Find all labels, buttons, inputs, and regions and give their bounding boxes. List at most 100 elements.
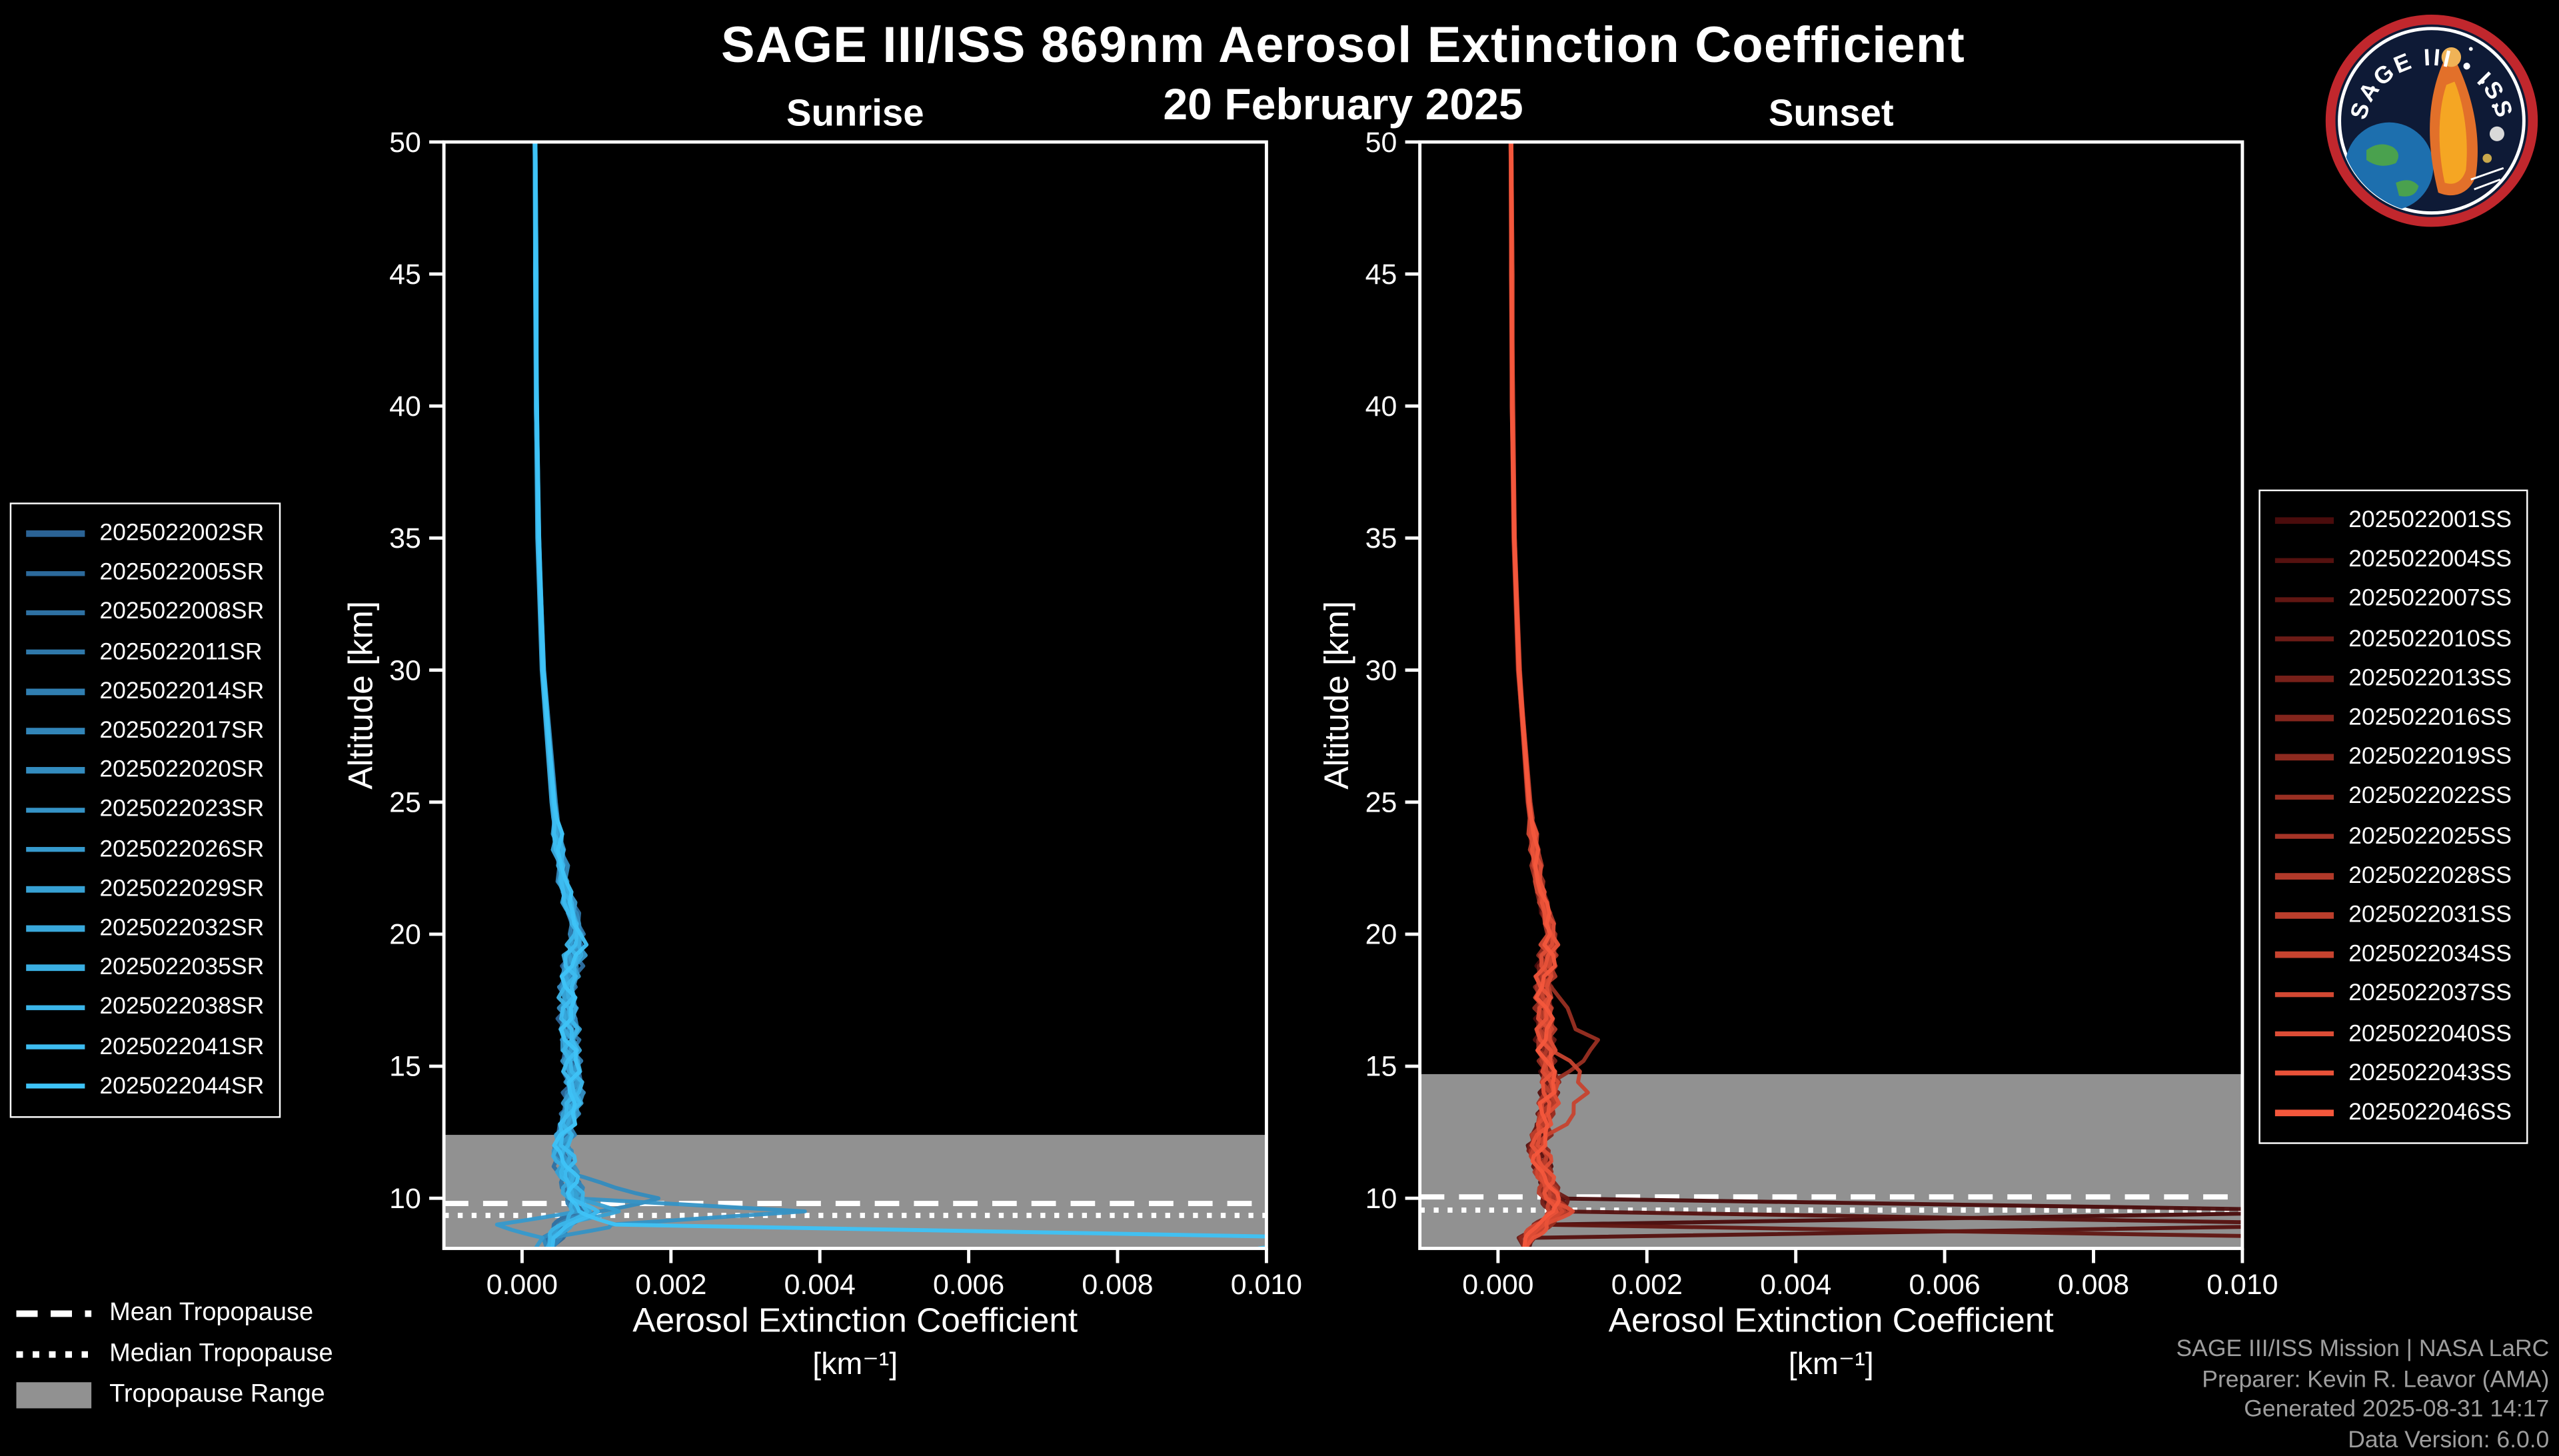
- legend-swatch: [2274, 636, 2334, 642]
- legend-item: 2025022041SR: [26, 1027, 264, 1066]
- tropopause-range-label: Tropopause Range: [109, 1379, 325, 1408]
- legend-swatch: [2274, 754, 2334, 761]
- tropopause-range-legend-item: Tropopause Range: [16, 1374, 333, 1415]
- y-tick-label: 25: [389, 786, 421, 818]
- logo-earth-land: [2396, 180, 2419, 197]
- legend-item: 2025022014SR: [26, 672, 264, 711]
- credits-preparer: Preparer: Kevin R. Leavor (AMA): [2202, 1367, 2550, 1393]
- legend-label: 2025022011SR: [99, 639, 263, 666]
- legend-label: 2025022013SS: [2348, 665, 2512, 692]
- legend-label: 2025022004SS: [2348, 547, 2512, 574]
- legend-item: 2025022029SR: [26, 870, 264, 909]
- logo-iss-sketch: [2474, 179, 2501, 191]
- legend-item: 2025022020SR: [26, 751, 264, 790]
- legend-label: 2025022043SS: [2348, 1060, 2512, 1087]
- legend-swatch: [2274, 834, 2334, 840]
- legend-item: 2025022002SR: [26, 514, 264, 553]
- y-tick-label: 40: [389, 390, 421, 422]
- legend-label: 2025022034SS: [2348, 942, 2512, 968]
- legend-item: 2025022005SR: [26, 554, 264, 593]
- y-tick-label: 35: [389, 522, 421, 554]
- legend-label: 2025022008SR: [99, 599, 265, 626]
- figure-date: 20 February 2025: [1163, 80, 1523, 129]
- legend-item: 2025022013SS: [2274, 659, 2512, 698]
- y-tick-label: 15: [389, 1051, 421, 1083]
- legend-swatch: [2274, 1031, 2334, 1037]
- legend-item: 2025022046SS: [2274, 1093, 2512, 1132]
- legend-swatch: [26, 1004, 85, 1011]
- x-tick-label: 0.000: [486, 1269, 558, 1301]
- legend-item: 2025022038SR: [26, 988, 264, 1027]
- legend-item: 2025022004SS: [2274, 540, 2512, 580]
- sunrise-x-axis-label: Aerosol Extinction Coefficient [km⁻¹]: [444, 1299, 1266, 1387]
- sunrise-legend-rows: 2025022002SR 2025022005SR 2025022008SR 2025…: [26, 514, 264, 1106]
- legend-label: 2025022022SS: [2348, 784, 2512, 810]
- median-tropopause-label: Median Tropopause: [109, 1339, 333, 1367]
- sunset-panel-title: Sunset: [1768, 91, 1894, 134]
- x-tick-label: 0.004: [784, 1269, 856, 1301]
- logo-star: [2492, 104, 2496, 109]
- legend-item: 2025022025SS: [2274, 817, 2512, 856]
- legend-swatch: [2274, 1070, 2334, 1077]
- sunset-legend: 2025022001SS 2025022004SS 2025022007SS 2025…: [2258, 489, 2528, 1144]
- y-tick-label: 30: [389, 654, 421, 686]
- legend-label: 2025022046SS: [2348, 1099, 2512, 1126]
- legend-label: 2025022037SS: [2348, 981, 2512, 1008]
- legend-item: 2025022031SS: [2274, 896, 2512, 935]
- x-tick-label: 0.006: [1909, 1269, 1980, 1301]
- legend-item: 2025022008SR: [26, 593, 264, 632]
- legend-swatch: [26, 1044, 85, 1050]
- legend-item: 2025022019SS: [2274, 738, 2512, 777]
- legend-item: 2025022017SR: [26, 712, 264, 751]
- sunrise-plot: 0.000 0.002 0.004 0.006 0.008 0.010 10 15 20 25 30…: [389, 127, 1302, 1301]
- mission-logo: SAGE III • ISS: [2325, 15, 2538, 227]
- mean-tropopause-label: Mean Tropopause: [109, 1298, 314, 1326]
- x-tick-label: 0.008: [1082, 1269, 1153, 1301]
- tropopause-legend: Mean Tropopause Median Tropopause Tropop…: [16, 1293, 333, 1415]
- legend-swatch: [2274, 912, 2334, 919]
- logo-inner-ring: [2338, 27, 2526, 215]
- sunrise-legend: 2025022002SR 2025022005SR 2025022008SR 2025…: [9, 502, 281, 1118]
- legend-swatch: [2274, 715, 2334, 721]
- x-tick-label: 0.004: [1760, 1269, 1831, 1301]
- legend-label: 2025022005SR: [99, 560, 265, 586]
- x-tick-label: 0.000: [1462, 1269, 1533, 1301]
- legend-swatch: [2274, 794, 2334, 800]
- legend-item: 2025022001SS: [2274, 501, 2512, 540]
- legend-label: 2025022032SR: [99, 915, 265, 942]
- legend-item: 2025022037SS: [2274, 975, 2512, 1014]
- legend-label: 2025022041SR: [99, 1034, 265, 1060]
- legend-label: 2025022019SS: [2348, 744, 2512, 771]
- logo-star: [2370, 86, 2375, 91]
- sunset-x-axis-label-text: Aerosol Extinction Coefficient: [1608, 1302, 2054, 1340]
- y-tick-label: 35: [1365, 522, 1397, 554]
- logo-moon: [2482, 153, 2492, 163]
- sunrise-x-axis-unit: [km⁻¹]: [812, 1347, 898, 1383]
- legend-swatch: [26, 530, 85, 537]
- legend-swatch: [26, 1084, 85, 1090]
- sunset-plot: 0.000 0.002 0.004 0.006 0.008 0.010 10 15 20 25 30…: [1365, 127, 2278, 1301]
- legend-item: 2025022016SS: [2274, 698, 2512, 738]
- legend-swatch: [26, 728, 85, 734]
- profile-line: [533, 142, 661, 1249]
- legend-label: 2025022002SR: [99, 520, 265, 547]
- legend-item: 2025022028SS: [2274, 856, 2512, 896]
- y-tick-label: 30: [1365, 654, 1397, 686]
- x-tick-label: 0.002: [1611, 1269, 1683, 1301]
- legend-swatch: [26, 610, 85, 616]
- legend-label: 2025022028SS: [2348, 862, 2512, 890]
- legend-item: 2025022010SS: [2274, 620, 2512, 659]
- legend-swatch: [26, 886, 85, 892]
- legend-item: 2025022040SS: [2274, 1014, 2512, 1054]
- y-tick-label: 10: [1365, 1183, 1397, 1215]
- legend-label: 2025022044SR: [99, 1073, 265, 1099]
- legend-swatch: [2274, 952, 2334, 958]
- credits: SAGE III/ISS Mission | NASA LaRC Prepare…: [2176, 1335, 2549, 1455]
- y-tick-label: 10: [389, 1183, 421, 1215]
- credits-mission: SAGE III/ISS Mission | NASA LaRC: [2176, 1336, 2550, 1363]
- legend-label: 2025022026SR: [99, 836, 265, 863]
- profile-line: [533, 142, 1267, 1249]
- x-tick-label: 0.006: [933, 1269, 1004, 1301]
- y-tick-label: 20: [389, 919, 421, 951]
